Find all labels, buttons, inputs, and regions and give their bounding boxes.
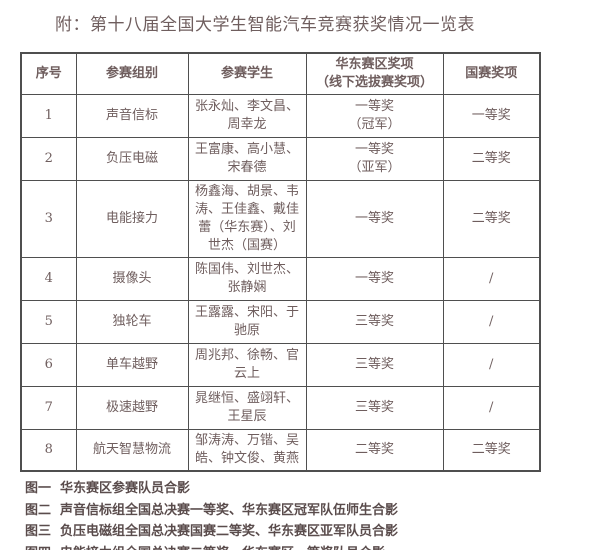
cell-national-award: /	[442, 386, 541, 430]
document-page: 附：第十八届全国大学生智能汽车竞赛获奖情况一览表 序号 参赛组别 参赛学生 华东…	[0, 10, 600, 550]
awards-table: 序号 参赛组别 参赛学生 华东赛区奖项 （线下选拔赛奖项） 国赛奖项 1 声音信…	[20, 52, 541, 472]
cell-no: 8	[20, 429, 77, 472]
cell-students: 张永灿、李文昌、周幸龙	[187, 94, 307, 138]
cell-no: 3	[20, 180, 77, 258]
table-row: 7 极速越野 晁继恒、盛翊轩、王星辰 三等奖 /	[20, 386, 541, 430]
cell-no: 7	[20, 386, 77, 430]
cell-no: 4	[20, 257, 77, 301]
cell-group: 声音信标	[75, 94, 189, 138]
figure-caption-3: 图三 负压电磁组全国总决赛国赛二等奖、华东赛区亚军队员合影	[25, 524, 399, 539]
cell-no: 2	[20, 137, 77, 181]
table-row: 1 声音信标 张永灿、李文昌、周幸龙 一等奖 （冠军） 一等奖	[20, 94, 541, 138]
cell-national-award: 一等奖	[442, 94, 541, 138]
header-regional-award: 华东赛区奖项 （线下选拔赛奖项）	[305, 52, 444, 95]
cell-national-award: 二等奖	[442, 429, 541, 472]
cell-students: 王露露、宋阳、于驰原	[187, 300, 307, 344]
cell-national-award: /	[442, 300, 541, 344]
table-row: 4 摄像头 陈国伟、刘世杰、张静娴 一等奖 /	[20, 257, 541, 301]
header-students: 参赛学生	[187, 52, 307, 95]
table-row: 6 单车越野 周兆邦、徐畅、官云上 三等奖 /	[20, 343, 541, 387]
cell-regional-award: 三等奖	[305, 386, 444, 430]
cell-students: 杨鑫海、胡景、韦涛、王佳鑫、戴佳蕾（华东赛）、刘世杰（国赛）	[187, 180, 307, 258]
header-group: 参赛组别	[75, 52, 189, 95]
cell-regional-award: 一等奖 （冠军）	[305, 94, 444, 138]
cell-group: 极速越野	[75, 386, 189, 430]
cell-group: 摄像头	[75, 257, 189, 301]
cell-national-award: /	[442, 343, 541, 387]
cell-group: 负压电磁	[75, 137, 189, 181]
header-national-award: 国赛奖项	[442, 52, 541, 95]
cell-group: 电能接力	[75, 180, 189, 258]
table-row: 3 电能接力 杨鑫海、胡景、韦涛、王佳鑫、戴佳蕾（华东赛）、刘世杰（国赛） 一等…	[20, 180, 541, 258]
cell-students: 晁继恒、盛翊轩、王星辰	[187, 386, 307, 430]
cell-regional-award: 一等奖	[305, 180, 444, 258]
cell-regional-award: 一等奖	[305, 257, 444, 301]
figure-caption-1: 图一 华东赛区参赛队员合影	[25, 481, 191, 496]
figure-caption-4: 图四 电能接力组全国总决赛二等奖、华东赛区一等奖队员合影	[25, 543, 600, 550]
cell-group: 航天智慧物流	[75, 429, 189, 472]
cell-students: 陈国伟、刘世杰、张静娴	[187, 257, 307, 301]
table-row: 8 航天智慧物流 邹涛涛、万锴、吴皓、钟文俊、黄燕 二等奖 二等奖	[20, 429, 541, 472]
cell-national-award: 二等奖	[442, 180, 541, 258]
table-row: 5 独轮车 王露露、宋阳、于驰原 三等奖 /	[20, 300, 541, 344]
cell-students: 邹涛涛、万锴、吴皓、钟文俊、黄燕	[187, 429, 307, 472]
cell-no: 5	[20, 300, 77, 344]
cell-group: 独轮车	[75, 300, 189, 344]
cell-regional-award: 三等奖	[305, 300, 444, 344]
cell-regional-award: 三等奖	[305, 343, 444, 387]
table-header-row: 序号 参赛组别 参赛学生 华东赛区奖项 （线下选拔赛奖项） 国赛奖项	[20, 52, 541, 95]
cell-students: 周兆邦、徐畅、官云上	[187, 343, 307, 387]
cell-regional-award: 一等奖 （亚军）	[305, 137, 444, 181]
figure-captions: 图一 华东赛区参赛队员合影 图二 声音信标组全国总决赛一等奖、华东赛区冠军队伍师…	[25, 478, 600, 550]
cell-students: 王富康、高小慧、宋春德	[187, 137, 307, 181]
cell-no: 6	[20, 343, 77, 387]
cell-national-award: /	[442, 257, 541, 301]
cell-no: 1	[20, 94, 77, 138]
table-row: 2 负压电磁 王富康、高小慧、宋春德 一等奖 （亚军） 二等奖	[20, 137, 541, 181]
cell-group: 单车越野	[75, 343, 189, 387]
figure-caption-2: 图二 声音信标组全国总决赛一等奖、华东赛区冠军队伍师生合影	[25, 502, 399, 518]
header-no: 序号	[20, 52, 77, 95]
cell-national-award: 二等奖	[442, 137, 541, 181]
cell-regional-award: 二等奖	[305, 429, 444, 472]
page-title: 附：第十八届全国大学生智能汽车竞赛获奖情况一览表	[55, 15, 475, 35]
